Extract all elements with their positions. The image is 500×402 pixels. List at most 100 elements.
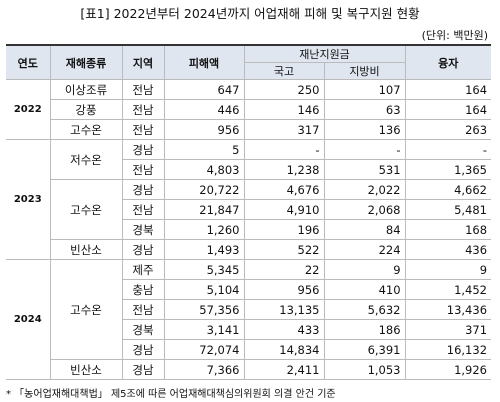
amount-cell: - — [243, 139, 325, 160]
amount-cell: 1,926 — [404, 359, 492, 380]
amount-cell: 436 — [404, 239, 492, 260]
disaster-type-cell: 빈산소 — [50, 239, 123, 260]
header-cell: 재난지원금 — [243, 44, 406, 63]
amount-cell: 5,481 — [404, 199, 492, 220]
disaster-type-cell: 이상조류 — [49, 79, 123, 100]
amount-cell: 9 — [323, 259, 406, 280]
amount-cell: 7,366 — [163, 359, 245, 380]
table-row: 고수온 전남 956 317 136 263 — [6, 119, 492, 140]
disaster-type-cell: 저수온 — [49, 139, 123, 180]
amount-cell: 5 — [163, 139, 245, 160]
header-cell: 연도 — [6, 44, 51, 80]
region-cell: 경남 — [121, 139, 165, 160]
amount-cell: 14,834 — [243, 339, 325, 360]
amount-cell: 1,493 — [163, 239, 245, 260]
table-row: 경남 72,074 14,834 6,391 16,132 — [6, 339, 492, 360]
amount-cell: 164 — [404, 79, 492, 100]
disaster-type-cell: 고수온 — [50, 119, 123, 140]
amount-cell: 84 — [323, 219, 406, 240]
amount-cell: 72,074 — [163, 339, 245, 360]
header-cell: 피해액 — [163, 44, 245, 80]
amount-cell: 16,132 — [404, 339, 492, 360]
amount-cell: 410 — [323, 279, 406, 300]
table-row: 경북 1,260 196 84 168 — [6, 219, 492, 240]
region-cell: 경남 — [122, 339, 165, 360]
header-cell: 국고 — [244, 62, 325, 80]
amount-cell: 2,022 — [323, 179, 406, 200]
region-cell: 경북 — [122, 319, 165, 340]
region-cell: 전남 — [122, 159, 165, 180]
amount-cell: 6,391 — [323, 339, 406, 360]
amount-cell: 21,847 — [163, 199, 245, 220]
amount-cell: 4,803 — [163, 159, 245, 180]
amount-cell: 522 — [243, 239, 325, 260]
region-cell: 전남 — [122, 299, 165, 320]
amount-cell: 168 — [404, 219, 492, 240]
header-cell: 지방비 — [323, 62, 406, 80]
header-row: 연도 재해종류 지역 피해액 재난지원금 융자 — [6, 44, 492, 80]
region-cell: 전남 — [121, 79, 165, 100]
amount-cell: 1,053 — [323, 359, 406, 380]
table-row: 고수온 경남 20,722 4,676 2,022 4,662 — [6, 179, 492, 240]
title: [표1] 2022년부터 2024년까지 어업재해 피해 및 복구지원 현황 — [80, 6, 420, 21]
table-row: 경북 3,141 433 186 371 — [6, 319, 492, 340]
amount-cell: - — [404, 139, 492, 160]
amount-cell: 446 — [163, 99, 245, 120]
amount-cell: 146 — [243, 99, 325, 120]
amount-cell: 250 — [243, 79, 325, 100]
disaster-type-cell: 고수온 — [50, 179, 123, 240]
table-row: 빈산소 경남 1,493 522 224 436 — [6, 239, 492, 260]
region-cell: 제주 — [121, 259, 165, 280]
region-cell: 경남 — [121, 359, 165, 380]
table-row: 2022 이상조류 전남 647 250 107 164 — [6, 79, 492, 140]
amount-cell: 371 — [404, 319, 492, 340]
amount-cell: 433 — [243, 319, 325, 340]
amount-cell: 5,104 — [163, 279, 245, 300]
table-row: 충남 5,104 956 410 1,452 — [6, 279, 492, 300]
amount-cell: 5,345 — [163, 259, 245, 280]
table-row: 전남 57,356 13,135 5,632 13,436 — [6, 299, 492, 320]
table-row: 2023 저수온 경남 5- - - — [6, 139, 492, 260]
amount-cell: 63 — [323, 99, 406, 120]
region-cell: 전남 — [121, 119, 165, 140]
amount-cell: 1,365 — [404, 159, 492, 180]
amount-cell: 186 — [323, 319, 406, 340]
year-cell: 2024 — [6, 259, 51, 380]
amount-cell: 22 — [243, 259, 325, 280]
table-row: 전남 21,847 4,910 2,068 5,481 — [6, 199, 492, 220]
year-cell: 2022 — [6, 79, 51, 140]
table-head: 연도 재해종류 지역 피해액 재난지원금 융자 국고 지방비 — [6, 44, 492, 80]
amount-cell: 647 — [163, 79, 245, 100]
region-cell: 전남 — [121, 99, 165, 120]
disaster-type-cell: 고수온 — [49, 259, 123, 360]
footnote: * 「농어업재해대책법」 제5조에 따른 어업재해대책심의위원회 의결 안건 기… — [6, 389, 336, 400]
amount-cell: 196 — [243, 219, 325, 240]
table-row: 2024 고수온 제주 5,345 22 9 9 — [6, 259, 492, 380]
amount-cell: 531 — [323, 159, 406, 180]
unit-note: (단위: 백만원) — [421, 29, 488, 42]
amount-cell: 164 — [404, 99, 492, 120]
table-row: 전남 4,803 1,238 531 1,365 — [6, 159, 492, 180]
region-cell: 경남 — [121, 179, 165, 200]
amount-cell: 1,260 — [163, 219, 245, 240]
table: 연도 재해종류 지역 피해액 재난지원금 융자 국고 지방비 2022 이상조류 전… — [6, 44, 492, 380]
region-cell: 경남 — [121, 239, 165, 260]
amount-cell: 224 — [323, 239, 406, 260]
region-cell: 전남 — [122, 199, 165, 220]
header-cell: 융자 — [404, 44, 492, 80]
amount-cell: 263 — [404, 119, 492, 140]
header-cell: 재해종류 — [49, 44, 123, 80]
amount-cell: 956 — [163, 119, 245, 140]
amount-cell: 4,676 — [243, 179, 325, 200]
amount-cell: 13,135 — [243, 299, 325, 320]
amount-cell: 57,356 — [163, 299, 245, 320]
amount-cell: 20,722 — [163, 179, 245, 200]
amount-cell: 1,238 — [243, 159, 325, 180]
table-row: 강풍 전남 446 146 63 164 — [6, 99, 492, 120]
amount-cell: - — [323, 139, 406, 160]
amount-cell: 9 — [404, 259, 492, 280]
amount-cell: 317 — [243, 119, 325, 140]
year-cell: 2023 — [6, 139, 51, 260]
table-body: 2022 이상조류 전남 647 250 107 164 강풍 전남 446 146 63 164 고수온… — [6, 79, 492, 380]
amount-cell: 3,141 — [163, 319, 245, 340]
